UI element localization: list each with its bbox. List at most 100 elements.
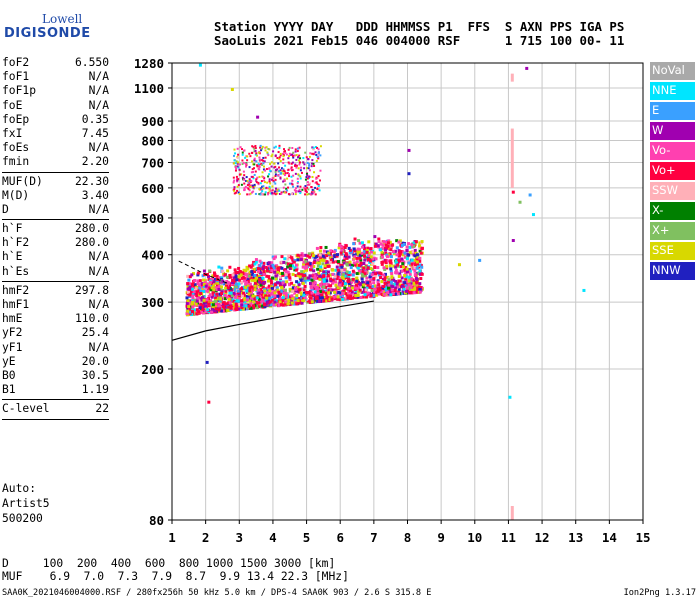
echo-pixel [307, 290, 311, 294]
echo-pixel [407, 279, 411, 283]
echo-pixel [195, 299, 199, 303]
echo-pixel [299, 258, 303, 262]
echo-pixel [405, 245, 409, 249]
echo-pixel [269, 182, 272, 185]
echo-pixel [260, 159, 263, 162]
echo-pixel [253, 183, 256, 186]
echo-pixel [288, 278, 292, 282]
echo-pixel [373, 244, 377, 248]
echo-pixel [211, 305, 215, 309]
echo-pixel [418, 287, 422, 291]
echo-pixel [212, 284, 216, 288]
echo-pixel [404, 275, 408, 279]
echo-pixel [281, 287, 285, 291]
echo-pixel [286, 257, 290, 261]
echo-pixel [267, 264, 271, 268]
echo-pixel [362, 250, 366, 254]
echo-pixel [370, 268, 374, 272]
param-key: D [2, 202, 9, 216]
echo-pixel [306, 177, 309, 180]
echo-pixel [410, 258, 414, 262]
echo-pixel [199, 292, 203, 296]
echo-pixel [264, 298, 268, 302]
echo-pixel [353, 249, 357, 253]
param-row: yF1 N/A [2, 341, 109, 355]
echo-pixel [247, 304, 251, 308]
echo-pixel [318, 186, 321, 189]
echo-pixel [284, 272, 288, 276]
echo-pixel [265, 167, 268, 170]
echo-pixel [237, 297, 241, 301]
param-value: 1.19 [81, 383, 109, 397]
echo-pixel [258, 175, 261, 178]
x-tick-label: 13 [568, 530, 583, 545]
echo-pixel [200, 304, 204, 308]
echo-pixel [261, 276, 265, 280]
echo-pixel [318, 253, 322, 257]
echo-pixel [257, 163, 260, 166]
echo-pixel [302, 291, 306, 295]
echo-pixel [274, 173, 277, 176]
param-row: h`F2 280.0 [2, 236, 109, 250]
echo-pixel [188, 299, 192, 303]
echo-pixel [251, 306, 255, 310]
echo-pixel [311, 152, 314, 155]
echo-pixel [313, 281, 317, 285]
echo-pixel [303, 277, 307, 281]
echo-pixel [359, 261, 363, 265]
echo-pixel [224, 286, 228, 290]
echo-pixel [221, 303, 225, 307]
echo-pixel [270, 286, 274, 290]
echo-pixel [306, 167, 309, 170]
y-tick-label: 1280 [134, 56, 164, 71]
echo-pixel [263, 289, 267, 293]
x-tick-label: 5 [303, 530, 311, 545]
echo-pixel [250, 171, 253, 174]
echo-pixel [308, 255, 312, 259]
echo-pixel [207, 304, 211, 308]
echo-pixel [282, 172, 285, 175]
echo-pixel [264, 193, 267, 196]
echo-pixel [311, 191, 314, 194]
echo-pixel [318, 299, 322, 303]
echo-pixel [274, 175, 277, 178]
echo-pixel [239, 273, 243, 277]
echo-pixel [288, 267, 292, 271]
param-row: h`E N/A [2, 250, 109, 264]
x-tick-label: 12 [535, 530, 550, 545]
echo-pixel [366, 285, 370, 289]
echo-pixel [250, 175, 253, 178]
echo-pixel [281, 273, 285, 277]
echo-pixel [217, 287, 221, 291]
scatter-point [256, 115, 260, 119]
echo-pixel [403, 251, 407, 255]
echo-pixel [241, 176, 244, 179]
echo-pixel [237, 302, 241, 306]
echo-pixel [307, 158, 310, 161]
echo-pixel [220, 290, 224, 294]
echo-pixel [273, 192, 276, 195]
echo-pixel [229, 275, 233, 279]
echo-pixel [356, 252, 360, 256]
echo-pixel [378, 286, 382, 290]
echo-pixel [226, 308, 230, 312]
echo-pixel [264, 169, 267, 172]
scatter-point [457, 263, 461, 267]
echo-pixel [319, 169, 322, 172]
echo-pixel [381, 293, 385, 297]
echo-pixel [277, 304, 281, 308]
echo-pixel [191, 297, 195, 301]
echo-pixel [340, 248, 344, 252]
echo-pixel [366, 281, 370, 285]
echo-pixel [367, 254, 371, 258]
echo-pixel [202, 298, 206, 302]
scatter-point [525, 66, 529, 70]
param-separator [2, 399, 109, 401]
echo-pixel [285, 261, 289, 265]
echo-pixel [200, 310, 204, 314]
echo-pixel [393, 249, 397, 253]
echo-pixel [326, 274, 330, 278]
echo-pixel [294, 193, 297, 196]
echo-pixel [306, 193, 309, 196]
echo-pixel [390, 272, 394, 276]
